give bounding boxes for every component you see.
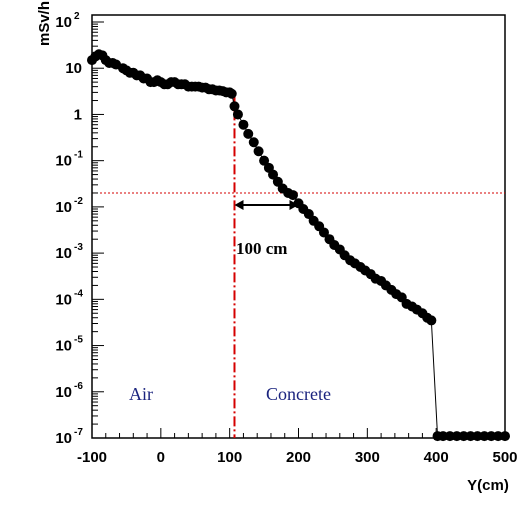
x-tick-label: 300 (355, 449, 380, 466)
x-tick-label: 200 (286, 449, 311, 466)
distance-arrow-head-left (234, 199, 244, 210)
data-point (259, 155, 270, 166)
data-point (229, 101, 240, 112)
y-tick-exponent: 2 (74, 11, 80, 22)
y-tick-label: 10 (55, 245, 72, 262)
y-tick-exponent: -3 (74, 242, 83, 253)
data-point (486, 431, 497, 442)
data-point (238, 119, 249, 130)
y-tick-label: 10 (65, 60, 82, 77)
data-point (268, 169, 279, 180)
x-tick-labels: -100 0 100 200 300 400 500 (77, 449, 518, 466)
data-point (253, 146, 264, 157)
y-tick-label: 10 (55, 291, 72, 308)
data-point (287, 190, 298, 201)
data-point (318, 227, 329, 238)
y-tick-label: 10 (55, 384, 72, 401)
data-point (451, 431, 462, 442)
y-tick-label: 10 (55, 153, 72, 170)
y-tick-exponent: -6 (74, 381, 83, 392)
data-point (243, 128, 254, 139)
x-tick-label: 400 (424, 449, 449, 466)
data-point (426, 315, 437, 326)
y-tick-exponent: -1 (74, 150, 83, 161)
y-axis-label: mSv/h (36, 1, 53, 46)
x-tick-label: 500 (492, 449, 517, 466)
axis-ticks (91, 21, 506, 439)
y-tick-label: 10 (55, 14, 72, 31)
y-tick-label: 10 (55, 430, 72, 447)
data-point (472, 431, 483, 442)
data-series (87, 49, 510, 442)
data-point (226, 88, 237, 99)
y-tick-exponent: -2 (74, 196, 83, 207)
data-point (232, 109, 243, 120)
distance-label: 100 cm (236, 239, 287, 258)
y-tick-label: 10 (55, 338, 72, 355)
x-tick-label: 0 (157, 449, 165, 466)
data-point (248, 137, 259, 148)
y-tick-label: 10 (55, 199, 72, 216)
y-axis-title: mSv/h (36, 1, 53, 46)
data-point (438, 431, 449, 442)
y-tick-exponent: -4 (74, 288, 83, 299)
x-tick-label: 100 (217, 449, 242, 466)
x-tick-label: -100 (77, 449, 107, 466)
data-point (479, 431, 490, 442)
data-point (465, 431, 476, 442)
x-axis-label: Y(cm) (467, 477, 509, 494)
data-point (444, 431, 455, 442)
data-point (500, 431, 510, 442)
annotations: 100 cm Air Concrete (129, 199, 331, 404)
y-tick-exponent: -5 (74, 335, 83, 346)
data-point (493, 431, 504, 442)
y-tick-label: 1 (74, 106, 82, 123)
series-line (91, 53, 505, 437)
reference-lines (92, 92, 505, 438)
data-point (458, 431, 469, 442)
region-label-air: Air (129, 384, 153, 404)
region-label-concrete: Concrete (266, 384, 331, 404)
y-tick-exponent: -7 (74, 427, 83, 438)
distance-arrow-head-right (289, 199, 299, 210)
